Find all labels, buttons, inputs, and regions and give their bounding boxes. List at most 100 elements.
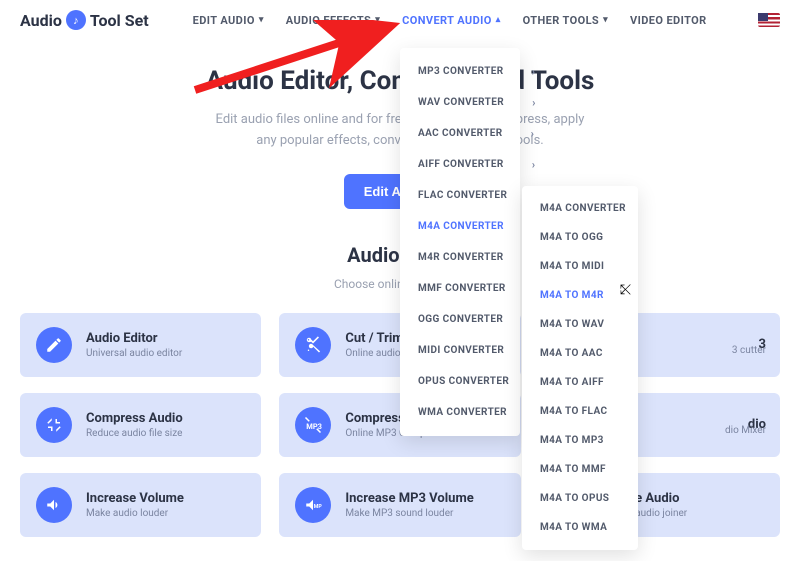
chevron-down-icon: ▾ [259, 15, 264, 25]
menu-item-label: MP3 CONVERTER [418, 66, 504, 77]
tool-card[interactable]: Increase VolumeMake audio louder [20, 473, 261, 537]
m4a-submenu-item[interactable]: M4A TO AAC [522, 339, 638, 368]
svg-text:MP3: MP3 [307, 421, 323, 430]
m4a-submenu-item[interactable]: M4A TO MIDI [522, 252, 638, 281]
top-nav: EDIT AUDIO ▾ AUDIO EFFECTS ▾ CONVERT AUD… [193, 14, 744, 27]
tool-card-text: Increase VolumeMake audio louder [86, 491, 184, 519]
convert-menu-item[interactable]: OGG CONVERTER› [400, 304, 520, 335]
tool-card-sub: Reduce audio file size [86, 428, 183, 439]
menu-item-label: M4R CONVERTER [418, 252, 504, 263]
menu-item-label: M4A CONVERTER [540, 203, 626, 214]
tool-card-sub-fragment: 3 cutter [732, 345, 766, 356]
menu-item-label: AIFF CONVERTER [418, 159, 504, 170]
header: Audio ♪ Tool Set EDIT AUDIO ▾ AUDIO EFFE… [0, 0, 800, 30]
tool-card-sub: Make audio louder [86, 508, 184, 519]
tool-card-title: Increase MP3 Volume [345, 491, 473, 506]
tool-card-title: Audio Editor [86, 331, 182, 346]
m4a-submenu-item[interactable]: M4A TO OGG [522, 223, 638, 252]
convert-menu-item[interactable]: M4A CONVERTER› [400, 211, 520, 242]
tool-card-text: Increase MP3 Volume Make MP3 sound louder [345, 491, 473, 519]
m4a-submenu-item[interactable]: M4A CONVERTER [522, 194, 638, 223]
tool-card-sub: Universal audio editor [86, 348, 182, 359]
m4a-submenu-item[interactable]: M4A TO WAV [522, 310, 638, 339]
menu-item-label: M4A TO MP3 [540, 435, 604, 446]
logo-text-post: Tool Set [90, 11, 149, 30]
menu-item-label: M4A TO WMA [540, 522, 607, 533]
nav-convert-label: CONVERT AUDIO [402, 14, 492, 27]
vol-icon [36, 487, 72, 523]
m4a-submenu-item[interactable]: M4A TO FLAC [522, 397, 638, 426]
chevron-right-icon: › [532, 158, 536, 171]
menu-item-label: M4A TO WAV [540, 319, 604, 330]
nav-video-editor[interactable]: VIDEO EDITOR [630, 14, 707, 27]
chevron-right-icon: › [532, 96, 536, 109]
convert-audio-menu: MP3 CONVERTER›WAV CONVERTER›AAC CONVERTE… [400, 48, 520, 436]
tool-card[interactable]: MP3 Increase MP3 Volume Make MP3 sound lou… [279, 473, 520, 537]
tool-card-title: Compress Audio [86, 411, 183, 426]
chevron-down-icon: ▾ [375, 15, 380, 25]
convert-menu-item[interactable]: WAV CONVERTER› [400, 87, 520, 118]
menu-item-label: M4A TO AIFF [540, 377, 604, 388]
tool-card-text: Compress Audio Reduce audio file size [86, 411, 183, 439]
convert-menu-item[interactable]: MP3 CONVERTER› [400, 56, 520, 87]
m4a-submenu-item[interactable]: M4A TO OPUS [522, 484, 638, 513]
convert-menu-item[interactable]: MIDI CONVERTER› [400, 335, 520, 366]
convert-menu-item[interactable]: WMA CONVERTER› [400, 397, 520, 428]
menu-item-label: MIDI CONVERTER [418, 345, 504, 356]
menu-item-label: M4A TO OPUS [540, 493, 609, 504]
logo-mark-icon: ♪ [66, 10, 86, 30]
menu-item-label: WAV CONVERTER [418, 97, 504, 108]
m4a-submenu: M4A CONVERTER M4A TO OGG M4A TO MIDI M4A TO… [522, 186, 638, 550]
menu-item-label: OGG CONVERTER [418, 314, 503, 325]
tool-card[interactable]: Compress Audio Reduce audio file size [20, 393, 261, 457]
svg-text:MP3: MP3 [314, 504, 322, 510]
tool-card-sub-fragment: dio Mixer [725, 425, 766, 436]
menu-item-label: FLAC CONVERTER [418, 190, 507, 201]
scissors-icon [295, 327, 331, 363]
chevron-up-icon: ▴ [496, 15, 501, 25]
convert-menu-item[interactable]: AAC CONVERTER› [400, 118, 520, 149]
convert-menu-item[interactable]: MMF CONVERTER› [400, 273, 520, 304]
locale-flag-us-icon[interactable] [758, 13, 780, 27]
m4a-submenu-item[interactable]: M4A TO WMA [522, 513, 638, 542]
menu-item-label: M4A CONVERTER [418, 221, 504, 232]
nav-other-tools[interactable]: OTHER TOOLS ▾ [523, 14, 608, 27]
convert-menu-item[interactable]: OPUS CONVERTER› [400, 366, 520, 397]
menu-item-label: M4A TO MMF [540, 464, 606, 475]
convert-menu-item[interactable]: FLAC CONVERTER› [400, 180, 520, 211]
nav-audio-effects[interactable]: AUDIO EFFECTS ▾ [286, 14, 380, 27]
nav-video-label: VIDEO EDITOR [630, 14, 707, 27]
m4a-submenu-item[interactable]: M4A TO MP3 [522, 426, 638, 455]
tool-card-sub: Make MP3 sound louder [345, 508, 473, 519]
nav-effects-label: AUDIO EFFECTS [286, 14, 371, 27]
tool-card[interactable]: Audio Editor Universal audio editor [20, 313, 261, 377]
menu-item-label: M4A TO FLAC [540, 406, 607, 417]
chevron-right-icon: › [532, 65, 536, 78]
menu-item-label: WMA CONVERTER [418, 407, 507, 418]
menu-item-label: M4A TO M4R [540, 290, 604, 301]
compress-icon [36, 407, 72, 443]
m4a-submenu-item[interactable]: M4A TO AIFF [522, 368, 638, 397]
menu-item-label: M4A TO OGG [540, 232, 603, 243]
menu-item-label: M4A TO MIDI [540, 261, 604, 272]
menu-item-label: M4A TO AAC [540, 348, 603, 359]
chevron-right-icon: › [531, 127, 535, 140]
nav-edit-label: EDIT AUDIO [193, 14, 255, 27]
convert-menu-item[interactable]: M4R CONVERTER› [400, 242, 520, 273]
pencil-icon [36, 327, 72, 363]
m4a-submenu-item[interactable]: M4A TO MMF [522, 455, 638, 484]
compress-mp3-icon: MP3 [295, 407, 331, 443]
nav-convert-audio[interactable]: CONVERT AUDIO ▴ [402, 14, 501, 27]
chevron-down-icon: ▾ [603, 15, 608, 25]
menu-item-label: AAC CONVERTER [418, 128, 503, 139]
menu-item-label: OPUS CONVERTER [418, 376, 509, 387]
nav-edit-audio[interactable]: EDIT AUDIO ▾ [193, 14, 264, 27]
logo-text-pre: Audio [20, 11, 62, 30]
m4a-submenu-item[interactable]: M4A TO M4R [522, 281, 638, 310]
menu-item-label: MMF CONVERTER [418, 283, 506, 294]
logo[interactable]: Audio ♪ Tool Set [20, 10, 149, 30]
tool-card-text: Audio Editor Universal audio editor [86, 331, 182, 359]
nav-other-label: OTHER TOOLS [523, 14, 599, 27]
convert-menu-item[interactable]: AIFF CONVERTER› [400, 149, 520, 180]
vol-mp3-icon: MP3 [295, 487, 331, 523]
